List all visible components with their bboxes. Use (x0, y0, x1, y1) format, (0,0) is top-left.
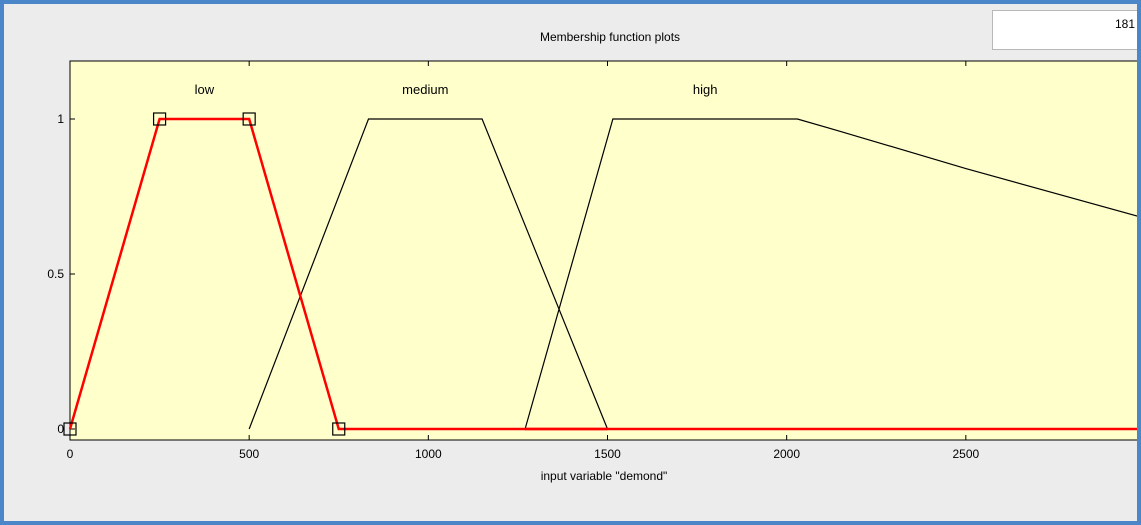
x-tick-label: 500 (239, 447, 259, 461)
curve-labels: low medium high (195, 82, 718, 97)
x-axis-label: input variable "demond" (541, 469, 668, 483)
x-tick-label: 2000 (773, 447, 800, 461)
x-tick-label: 1500 (594, 447, 621, 461)
label-low: low (195, 82, 215, 97)
x-tick-label: 1000 (415, 447, 442, 461)
curve-point-handle[interactable] (63, 422, 77, 436)
chart-title: Membership function plots (540, 30, 680, 44)
y-tick-label: 1 (57, 112, 64, 126)
x-tick-label: 2500 (952, 447, 979, 461)
label-medium: medium (402, 82, 448, 97)
curve-medium[interactable] (248, 118, 609, 430)
curve-point-handle[interactable] (152, 112, 167, 126)
y-tick-label: 0 (57, 422, 64, 436)
membership-function-chart: Membership function plots input variable… (47, 30, 1141, 483)
axis-ticks: 05001000150020002500300.51 (47, 61, 980, 461)
curve-high[interactable] (524, 118, 1141, 430)
membership-curves[interactable] (68, 117, 1141, 431)
label-high: high (693, 82, 718, 97)
curve-point-handle[interactable] (242, 112, 256, 126)
panel-top-strip (909, 10, 989, 22)
curve-handles[interactable] (63, 112, 346, 436)
y-tick-label: 0.5 (47, 267, 64, 281)
x-tick-label: 0 (67, 447, 74, 461)
current-value-box[interactable]: 181 (992, 10, 1137, 50)
plot-area[interactable] (69, 60, 1141, 441)
curve-point-handle[interactable] (332, 422, 346, 436)
